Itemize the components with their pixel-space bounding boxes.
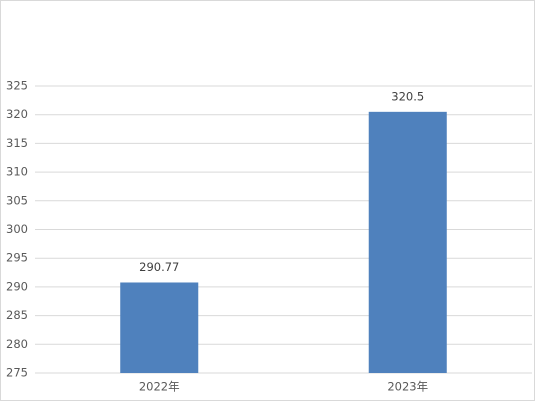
y-tick-label: 300 (6, 222, 28, 236)
data-label: 320.5 (391, 89, 424, 103)
y-tick-label: 280 (6, 337, 28, 351)
y-tick-label: 285 (6, 308, 28, 322)
y-tick-label: 315 (6, 136, 28, 150)
x-tick-label: 2023年 (387, 380, 428, 394)
y-tick-label: 295 (6, 251, 28, 265)
y-tick-label: 310 (6, 165, 28, 179)
y-tick-label: 305 (6, 193, 28, 207)
y-tick-label: 275 (6, 366, 28, 380)
y-tick-label: 290 (6, 279, 28, 293)
y-tick-label: 320 (6, 107, 28, 121)
data-label: 290.77 (139, 260, 179, 274)
bar (368, 111, 447, 373)
x-tick-label: 2022年 (139, 380, 180, 394)
y-tick-label: 325 (6, 79, 28, 93)
bar (120, 282, 199, 373)
